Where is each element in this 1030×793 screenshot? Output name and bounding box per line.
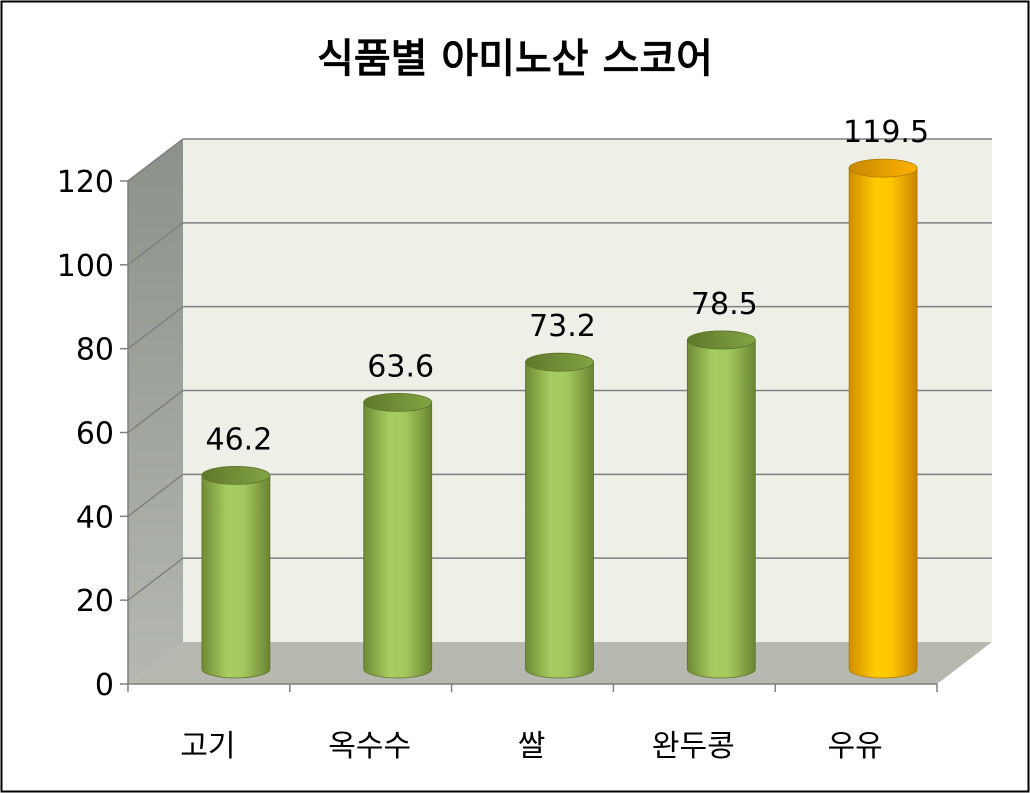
bar bbox=[686, 330, 756, 679]
bar-top bbox=[525, 352, 594, 372]
y-tick-label: 40 bbox=[76, 500, 114, 535]
x-tick-label: 완두콩 bbox=[652, 729, 735, 764]
bar bbox=[525, 352, 594, 679]
data-label: 46.2 bbox=[206, 422, 273, 457]
data-label: 119.5 bbox=[843, 115, 929, 150]
y-axis-ticks: 0 20 40 60 80 100 120 bbox=[57, 165, 128, 703]
bar-body bbox=[686, 339, 756, 679]
data-label: 63.6 bbox=[367, 349, 434, 384]
y-tick-label: 80 bbox=[76, 333, 114, 368]
gridline-side bbox=[127, 557, 184, 601]
bars bbox=[201, 158, 918, 679]
y-tick-label: 100 bbox=[57, 249, 114, 284]
x-axis-ticks bbox=[127, 684, 938, 692]
bar-top bbox=[201, 465, 271, 485]
data-label: 73.2 bbox=[529, 309, 596, 344]
y-tick-label: 0 bbox=[95, 668, 114, 703]
bar-top bbox=[363, 393, 433, 412]
y-tick-label: 60 bbox=[76, 417, 114, 452]
data-label: 78.5 bbox=[691, 287, 758, 322]
gridline-side bbox=[127, 389, 184, 434]
chart-title: 식품별 아미노산 스코어 bbox=[317, 36, 713, 82]
category-labels: 고기 옥수수 쌀 완두콩 우유 bbox=[180, 729, 882, 764]
x-tick-label: 우유 bbox=[827, 729, 882, 764]
gridline-side bbox=[127, 138, 184, 182]
bar bbox=[363, 393, 433, 679]
bar-body bbox=[525, 361, 594, 679]
bar bbox=[201, 465, 271, 679]
x-tick-label: 옥수수 bbox=[328, 729, 411, 764]
bar-top bbox=[848, 158, 918, 178]
bar-body bbox=[848, 167, 918, 679]
bar bbox=[848, 158, 918, 679]
x-tick-label: 고기 bbox=[180, 729, 235, 764]
y-tick-label: 20 bbox=[76, 584, 114, 619]
data-labels: 46.2 63.6 73.2 78.5 119.5 bbox=[206, 115, 930, 457]
y-tick-label: 120 bbox=[57, 165, 114, 200]
bar-top bbox=[686, 330, 756, 350]
bar-body bbox=[363, 402, 433, 679]
gridline-side bbox=[127, 306, 184, 350]
gridline-side bbox=[127, 473, 184, 517]
bar-body bbox=[201, 474, 271, 679]
gridline-side bbox=[127, 222, 184, 266]
x-tick-label: 쌀 bbox=[518, 729, 546, 764]
